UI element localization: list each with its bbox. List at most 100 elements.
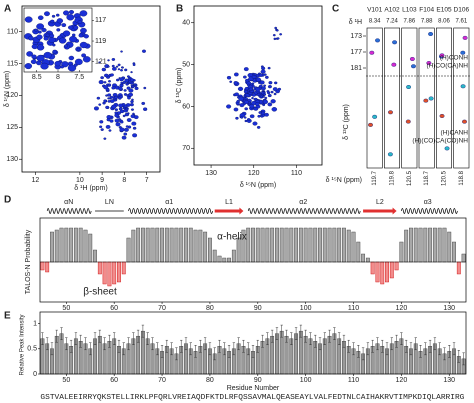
x-tick-label: 70 — [158, 305, 166, 312]
nmr-peak — [114, 111, 118, 115]
error-bar — [127, 337, 130, 351]
probability-bar — [337, 227, 342, 263]
inset-x-tick-label: 7.5 — [74, 74, 84, 81]
nmr-peak — [249, 114, 255, 119]
nmr-peak — [52, 49, 58, 54]
x-axis-label: δ ¹⁵N (ppm) — [240, 182, 276, 189]
nmr-peak — [439, 53, 445, 58]
error-bar — [371, 339, 374, 353]
error-bar — [328, 329, 331, 343]
x-tick-label: 120 — [396, 305, 408, 312]
error-bar — [337, 332, 341, 345]
probability-bar — [361, 253, 366, 263]
nmr-peak — [263, 73, 267, 76]
probability-bar — [399, 241, 404, 263]
nmr-peak — [369, 50, 375, 55]
plot-frame — [39, 217, 467, 303]
nmr-peak — [439, 114, 445, 118]
error-bar — [452, 342, 456, 356]
nmr-peak — [119, 83, 124, 88]
probability-bar — [93, 249, 97, 263]
probability-bar — [265, 227, 270, 263]
nmr-peak — [123, 93, 128, 96]
ss-label: αN — [64, 199, 73, 206]
probability-bar — [423, 227, 428, 263]
nmr-peak — [248, 87, 253, 92]
x-tick-label: 80 — [206, 305, 214, 312]
error-bar — [261, 334, 264, 348]
error-bar — [151, 337, 154, 351]
strip — [436, 27, 452, 169]
inset-y-tick-label: 121 — [95, 59, 107, 66]
nmr-peak — [124, 127, 129, 132]
residue-label: E105 — [436, 7, 452, 14]
nmr-peak — [243, 99, 249, 105]
error-bar — [404, 339, 408, 353]
nmr-peak — [123, 89, 127, 92]
intensity-bar — [140, 330, 145, 375]
nmr-peak — [132, 63, 136, 67]
nmr-peak — [267, 85, 272, 89]
x-tick-label: 130 — [443, 305, 455, 312]
nmr-peak — [270, 90, 274, 94]
probability-bar — [217, 255, 222, 263]
probability-bar — [54, 229, 59, 263]
x-tick-label: 10 — [76, 177, 84, 184]
nmr-peak — [98, 61, 101, 64]
ss-label: α1 — [165, 199, 173, 206]
nmr-peak — [43, 36, 49, 41]
probability-bar — [370, 261, 375, 275]
nmr-peak — [251, 93, 256, 97]
residue-label: A102 — [384, 7, 400, 14]
nmr-peak — [272, 33, 276, 37]
nmr-peak — [426, 61, 432, 66]
error-bar — [199, 339, 202, 353]
legend-entry: (H)CANH — [441, 130, 469, 137]
probability-bar — [342, 227, 346, 263]
x-tick-label: 100 — [300, 377, 312, 384]
error-bar — [84, 337, 87, 351]
y-axis-label: TALOS-N Probability — [25, 229, 32, 294]
nmr-peak — [64, 44, 68, 48]
nmr-peak — [36, 44, 45, 51]
nmr-peak — [252, 121, 258, 126]
n-axis-label: δ ¹⁵N (ppm) — [326, 177, 362, 184]
probability-bar — [40, 261, 45, 271]
error-bar — [232, 342, 236, 356]
error-bar — [223, 342, 226, 356]
probability-bar — [380, 261, 385, 285]
probability-bar — [409, 227, 413, 263]
nmr-peak — [82, 56, 91, 63]
nmr-peak — [99, 125, 103, 129]
nmr-peak — [109, 99, 115, 103]
error-bar — [342, 334, 346, 348]
n-shift: 120.5 — [442, 170, 448, 186]
probability-bar — [64, 227, 69, 263]
probability-bar — [447, 231, 452, 263]
nmr-peak — [122, 106, 126, 110]
nmr-peak — [260, 69, 266, 74]
probability-bar — [50, 231, 54, 263]
nmr-peak — [233, 107, 239, 112]
nmr-peak — [255, 102, 260, 106]
nmr-peak — [120, 69, 123, 72]
sheet-label: β-sheet — [83, 287, 117, 298]
h-shift: 8.06 — [438, 19, 450, 25]
panel-letter: E — [4, 311, 11, 322]
error-bar — [203, 337, 207, 351]
n-shift: 118.8 — [459, 170, 465, 185]
error-bar — [165, 339, 169, 353]
error-bar — [247, 342, 250, 356]
error-bar — [438, 342, 441, 356]
nmr-peak — [79, 10, 88, 17]
error-bar — [333, 327, 336, 340]
h-shift: 7.61 — [455, 19, 467, 25]
nmr-peak — [40, 62, 49, 70]
probability-bar — [284, 227, 289, 263]
error-bar — [285, 329, 288, 343]
nmr-peak — [272, 87, 278, 92]
nmr-peak — [124, 112, 130, 117]
ss-label: L2 — [376, 199, 384, 206]
nmr-peak — [78, 33, 84, 38]
